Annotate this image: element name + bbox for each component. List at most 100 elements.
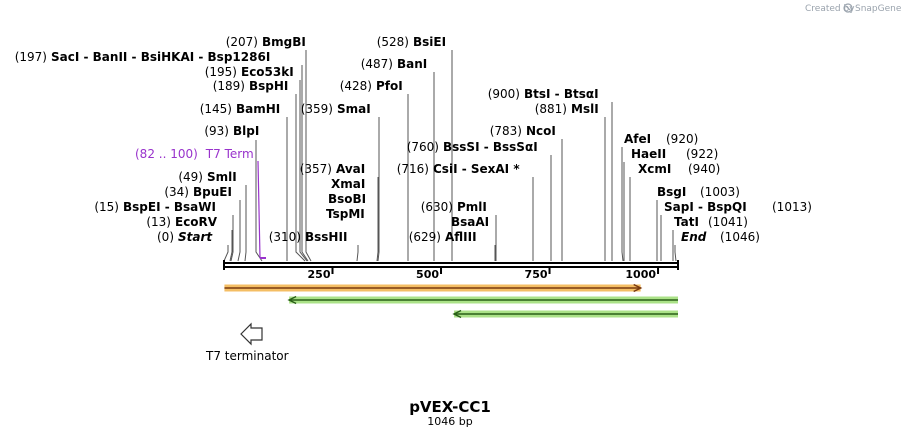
site-enzyme-name: CsiI - SexAI * — [433, 162, 520, 176]
site-label[interactable]: EcoRV — [175, 215, 218, 229]
site-position: (1041) — [708, 215, 748, 229]
site-enzyme-name: NcoI — [526, 124, 556, 138]
site-enzyme-name: Eco53kI — [241, 65, 294, 79]
site-enzyme-name: BssHII — [305, 230, 347, 244]
site-label[interactable]: AfeI — [624, 132, 651, 146]
site-position: (629) — [409, 230, 441, 244]
snapgene-credit: Created by SnapGene — [805, 3, 902, 14]
site-enzyme-name: BmgBI — [262, 35, 306, 49]
site-label[interactable]: BsaAI — [451, 215, 489, 229]
site-label[interactable]: BssSI - BssSαI — [443, 140, 538, 154]
site-label[interactable]: XmaI — [331, 177, 365, 191]
site-enzyme-name: BlpI — [233, 124, 259, 138]
site-label[interactable]: BsiEI — [413, 35, 446, 49]
site-enzyme-name: PmlI — [457, 200, 487, 214]
site-label[interactable]: End — [681, 230, 707, 244]
site-label[interactable]: SapI - BspQI — [664, 200, 747, 214]
site-label[interactable]: XcmI — [638, 162, 671, 176]
site-enzyme-name: BsgI — [657, 185, 686, 199]
site-position: (900) — [488, 87, 520, 101]
site-leader-line — [377, 117, 380, 262]
site-enzyme-name: SapI - BspQI — [664, 200, 747, 214]
site-leader-line — [356, 245, 359, 262]
site-position: (922) — [686, 147, 718, 161]
site-position: (195) — [205, 65, 237, 79]
site-label[interactable]: Eco53kI — [241, 65, 294, 79]
site-label[interactable]: BssHII — [305, 230, 347, 244]
site-leader-line — [223, 245, 229, 262]
site-enzyme-name: BsoBI — [328, 192, 366, 206]
site-label[interactable]: NcoI — [526, 124, 556, 138]
site-label[interactable]: BspHI — [249, 79, 288, 93]
site-position: (189) — [213, 79, 245, 93]
site-enzyme-name: BssSI - BssSαI — [443, 140, 538, 154]
site-enzyme-name: BsaAI — [451, 215, 489, 229]
site-leader-line — [295, 94, 306, 262]
site-enzyme-name: SmlI — [207, 170, 237, 184]
site-position: (920) — [666, 132, 698, 146]
site-label[interactable]: BsgI — [657, 185, 686, 199]
site-enzyme-name: BpuEI — [193, 185, 232, 199]
site-label[interactable]: MslI — [571, 102, 599, 116]
site-position: (428) — [340, 79, 372, 93]
site-enzyme-name: AvaI — [336, 162, 365, 176]
site-label[interactable]: BanI — [397, 57, 427, 71]
site-leader-line — [301, 65, 309, 262]
site-enzyme-name: BspEI - BsaWI — [123, 200, 216, 214]
site-label[interactable]: SacI - BanII - BsiHKAI - Bsp1286I — [51, 50, 270, 64]
site-label[interactable]: SmlI — [207, 170, 237, 184]
t7-term-feature[interactable]: (82 .. 100) T7 Term — [135, 147, 266, 259]
site-position: (487) — [361, 57, 393, 71]
site-leader-line — [621, 147, 624, 262]
site-label[interactable]: AvaI — [336, 162, 365, 176]
feature-bars — [224, 283, 678, 319]
site-label[interactable]: SmaI — [337, 102, 371, 116]
site-label[interactable]: TatI — [674, 215, 699, 229]
snapgene-logo-icon — [843, 3, 853, 13]
site-enzyme-name: TspMI — [326, 207, 365, 221]
site-label[interactable]: BmgBI — [262, 35, 306, 49]
site-label[interactable]: BpuEI — [193, 185, 232, 199]
site-label[interactable]: PmlI — [457, 200, 487, 214]
t7-term-leader — [257, 160, 261, 259]
site-label[interactable]: TspMI — [326, 207, 365, 221]
site-leader-line — [229, 230, 233, 262]
arrow-right-icon — [633, 283, 643, 293]
site-leader-line — [376, 177, 379, 262]
site-enzyme-name: Start — [178, 230, 213, 244]
site-label[interactable]: BlpI — [233, 124, 259, 138]
site-enzyme-name: XcmI — [638, 162, 671, 176]
plasmid-length: 1046 bp — [427, 415, 472, 428]
site-position: (357) — [300, 162, 332, 176]
site-enzyme-name: BamHI — [236, 102, 280, 116]
site-position: (13) — [146, 215, 171, 229]
site-enzyme-name: BtsI - BtsαI — [524, 87, 599, 101]
site-label[interactable]: Start — [178, 230, 213, 244]
site-enzyme-name: SacI - BanII - BsiHKAI - Bsp1286I — [51, 50, 270, 64]
site-label[interactable]: HaeII — [631, 147, 666, 161]
site-position: (881) — [535, 102, 567, 116]
site-position: (528) — [377, 35, 409, 49]
site-enzyme-name: BanI — [397, 57, 427, 71]
site-enzyme-name: BsiEI — [413, 35, 446, 49]
site-label[interactable]: AflIII — [445, 230, 477, 244]
site-label[interactable]: CsiI - SexAI * — [433, 162, 520, 176]
site-label[interactable]: BamHI — [236, 102, 280, 116]
site-position: (1003) — [700, 185, 740, 199]
sequence-backbone — [223, 260, 679, 270]
site-leader-line — [230, 215, 234, 262]
site-label[interactable]: BsoBI — [328, 192, 366, 206]
site-position: (34) — [164, 185, 189, 199]
site-label[interactable]: BtsI - BtsαI — [524, 87, 599, 101]
site-leader-line — [674, 245, 677, 262]
site-leader-line — [299, 80, 308, 262]
ruler-label: 500 — [416, 268, 439, 281]
site-enzyme-name: AflIII — [445, 230, 477, 244]
t7-terminator-glyph[interactable]: T7 terminator — [205, 322, 289, 363]
ruler-label: 1000 — [625, 268, 656, 281]
site-enzyme-name: BspHI — [249, 79, 288, 93]
site-label[interactable]: PfoI — [376, 79, 403, 93]
site-labels: Start(0)EcoRV(13)BspEI - BsaWI(15)BpuEI(… — [15, 35, 812, 244]
site-label[interactable]: BspEI - BsaWI — [123, 200, 216, 214]
site-enzyme-name: PfoI — [376, 79, 403, 93]
